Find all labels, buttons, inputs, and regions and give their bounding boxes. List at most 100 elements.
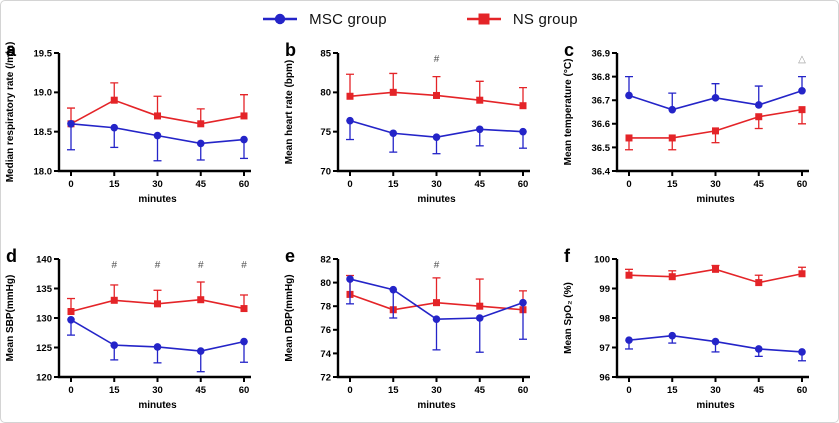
panel-letter-b: b — [285, 40, 296, 60]
panel-f: f 96 97 98 99 100 0 15 30 45 60 minutes Mean SpO₂ (%… — [559, 239, 838, 422]
marker-msc — [432, 133, 441, 141]
x-tick-label: 0 — [68, 179, 73, 190]
marker-msc — [240, 135, 248, 144]
x-tick-label: 15 — [388, 385, 399, 396]
marker-ns — [476, 96, 484, 104]
marker-msc — [754, 345, 763, 353]
marker-msc — [798, 86, 806, 95]
y-tick-label: 36.9 — [592, 48, 611, 59]
marker-msc — [668, 105, 677, 114]
y-tick-label: 70 — [320, 166, 331, 177]
marker-ns — [519, 102, 527, 110]
marker-ns — [625, 134, 633, 142]
annotation: # — [111, 260, 117, 271]
legend-label-msc: MSC group — [309, 10, 387, 28]
marker-msc — [240, 337, 248, 346]
marker-msc — [625, 91, 633, 100]
chart-f: 96 97 98 99 100 0 15 30 45 60 minutes Mean SpO₂ (%) — [563, 254, 809, 411]
y-axis-label: Mean DBP(mmHg) — [284, 274, 295, 361]
axes — [57, 259, 251, 379]
panel-letter-a: a — [6, 40, 17, 60]
marker-ns — [433, 299, 440, 307]
marker-msc — [196, 347, 205, 355]
x-tick-label: 60 — [797, 179, 808, 190]
x-tick-label: 30 — [710, 385, 721, 396]
x-axis-label: minutes — [696, 400, 735, 411]
panel-letter-d: d — [6, 246, 17, 266]
marker-ns — [389, 88, 397, 96]
marker-msc — [754, 101, 763, 109]
y-axis-label: Mean SpO₂ (%) — [563, 282, 574, 354]
y-tick-label: 78 — [320, 302, 331, 313]
y-axis-label: Mean SBP(mmHg) — [5, 275, 16, 362]
figure-grid: a 18.0 18.5 19.0 19.5 0 15 30 45 60 minutes Median … — [1, 33, 838, 422]
marker-ns — [154, 300, 161, 308]
chart-c: 36.4 36.5 36.6 36.7 36.8 36.9 0 15 30 45 60 minutes… — [563, 48, 809, 205]
marker-ns — [154, 112, 161, 120]
ns-line-square-icon — [466, 13, 501, 25]
y-tick-label: 36.6 — [592, 119, 611, 130]
chart-e: 72 74 76 78 80 82 0 15 30 45 60 minutes Mean DBP(mmH… — [284, 254, 530, 411]
x-tick-label: 60 — [239, 385, 250, 396]
marker-msc — [389, 285, 398, 294]
marker-msc — [346, 275, 354, 283]
y-tick-label: 19.0 — [34, 88, 53, 99]
panel-a: a 18.0 18.5 19.0 19.5 0 15 30 45 60 minutes Median … — [1, 33, 280, 217]
y-tick-label: 130 — [36, 313, 52, 324]
x-tick-label: 15 — [667, 179, 678, 190]
panel-letter-f: f — [564, 246, 570, 266]
x-tick-label: 30 — [152, 179, 163, 190]
chart-b: 70 75 80 85 0 15 30 45 60 minutes Mean heart rate … — [284, 48, 530, 205]
x-tick-label: 15 — [109, 179, 120, 190]
marker-msc — [110, 123, 119, 132]
y-tick-label: 135 — [36, 284, 53, 295]
x-axis-label: minutes — [138, 400, 177, 411]
x-tick-label: 0 — [626, 179, 631, 190]
marker-msc — [153, 131, 162, 140]
y-tick-label: 36.7 — [592, 96, 611, 107]
marker-msc — [625, 336, 633, 344]
panel-letter-c: c — [564, 40, 575, 60]
marker-ns — [798, 270, 806, 278]
panel-c: c 36.4 36.5 36.6 36.7 36.8 36.9 0 15 30 45 60 minute… — [559, 33, 838, 217]
y-tick-label: 140 — [36, 254, 52, 265]
x-tick-label: 0 — [68, 385, 73, 396]
x-tick-label: 45 — [474, 385, 485, 396]
y-tick-label: 19.5 — [34, 48, 53, 59]
y-tick-label: 18.0 — [34, 166, 53, 177]
y-tick-label: 74 — [320, 349, 331, 360]
marker-msc — [475, 314, 484, 322]
annotation: # — [434, 260, 440, 271]
marker-msc — [798, 348, 806, 356]
panel-letter-e: e — [285, 246, 296, 266]
axes — [615, 259, 809, 379]
annotation: # — [434, 54, 440, 65]
legend-item-ns: NS group — [465, 11, 578, 28]
legend-item-msc: MSC group — [261, 11, 387, 28]
y-tick-label: 120 — [36, 372, 52, 383]
x-axis-label: minutes — [417, 400, 456, 411]
x-tick-label: 0 — [626, 385, 631, 396]
marker-ns — [110, 96, 118, 104]
marker-msc — [67, 120, 75, 128]
y-tick-label: 98 — [599, 313, 610, 324]
panel-d: d 120 125 130 135 140 0 15 30 45 60 minutes Mean SBP… — [1, 239, 280, 422]
x-tick-label: 45 — [474, 179, 485, 190]
marker-msc — [196, 139, 205, 148]
x-tick-label: 45 — [753, 179, 764, 190]
x-tick-label: 15 — [388, 179, 399, 190]
marker-ns — [755, 113, 763, 121]
x-tick-label: 45 — [753, 385, 764, 396]
marker-msc — [475, 125, 484, 134]
y-tick-label: 75 — [320, 127, 331, 138]
axes — [615, 53, 809, 173]
x-tick-label: 45 — [195, 385, 206, 396]
marker-msc — [519, 127, 527, 136]
y-tick-label: 18.5 — [34, 127, 53, 138]
legend-label-ns: NS group — [512, 10, 578, 28]
x-axis-label: minutes — [417, 194, 456, 205]
marker-msc — [346, 116, 354, 125]
marker-msc — [153, 343, 162, 351]
msc-line-circle-icon — [263, 13, 298, 25]
panel-b: b 70 75 80 85 0 15 30 45 60 minutes Mean heart rate… — [280, 33, 559, 217]
